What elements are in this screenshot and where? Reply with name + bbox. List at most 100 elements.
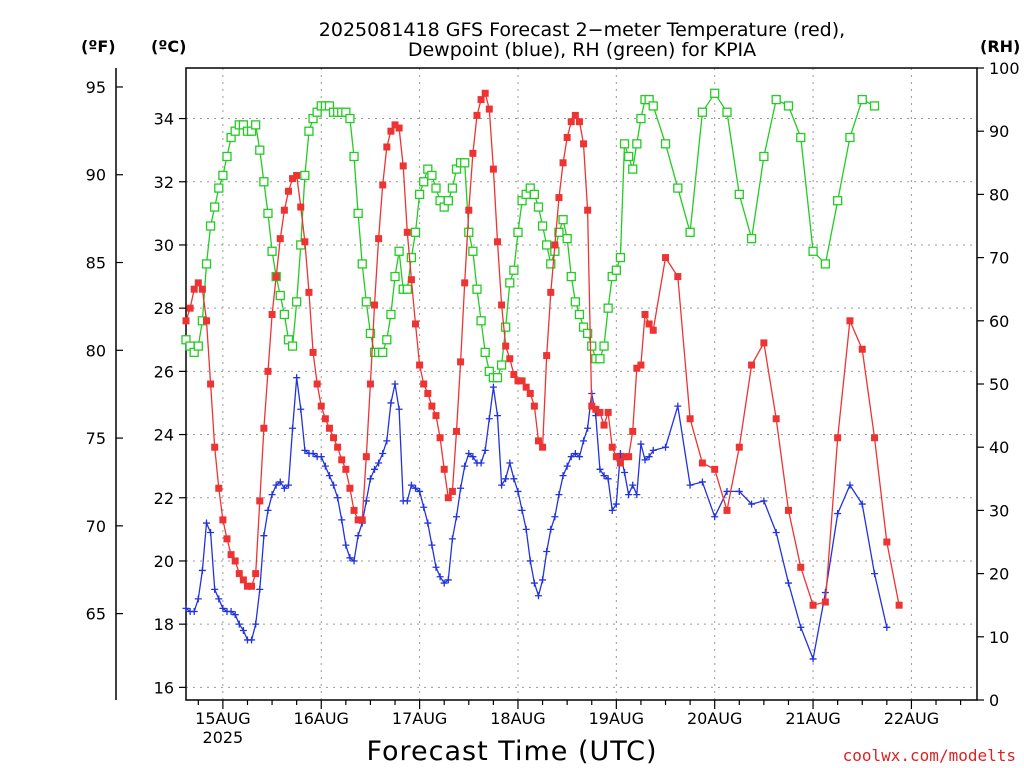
rh-point [292, 297, 302, 307]
temperature-point [416, 361, 424, 369]
dewpoint-point [252, 620, 260, 628]
temperature-point [252, 570, 260, 578]
dewpoint-point [366, 475, 374, 483]
dewpoint-point [493, 412, 501, 420]
dewpoint-point [547, 525, 555, 533]
dewpoint-point [350, 557, 358, 565]
dewpoint-point [633, 491, 641, 499]
dewpoint-point [506, 459, 514, 467]
dewpoint-point [342, 541, 350, 549]
temperature-point [371, 301, 379, 309]
dewpoint-point [604, 475, 612, 483]
temperature-point [231, 557, 239, 565]
dewpoint-point [625, 491, 633, 499]
dewpoint-point [526, 557, 534, 565]
x-tick-label: 16AUG [294, 709, 349, 728]
temperature-point [563, 134, 571, 142]
temperature-point [215, 484, 223, 492]
temperature-point [330, 434, 338, 442]
rh-point [205, 221, 216, 231]
temperature-point [280, 206, 288, 214]
x-tick-label: 17AUG [392, 709, 447, 728]
dewpoint-point [551, 513, 559, 521]
dewpoint-point [407, 481, 415, 489]
temperature-point [248, 582, 256, 590]
temperature-point [711, 465, 719, 473]
dewpoint-point [883, 623, 891, 631]
rh-point [615, 252, 626, 263]
temperature-point [784, 506, 792, 514]
rh-tick-label: 60 [989, 312, 1009, 331]
dewpoint-point [194, 595, 202, 603]
dewpoint-point [227, 608, 235, 616]
rh-point [574, 309, 585, 320]
temperature-point [272, 273, 280, 281]
rh-point [857, 94, 867, 105]
dewpoint-point [711, 513, 719, 521]
temperature-point [772, 415, 780, 423]
dewpoint-point [330, 481, 338, 489]
temperature-point [526, 389, 534, 397]
temperature-point [547, 288, 555, 296]
temperature-point [567, 118, 575, 126]
rh-point [587, 341, 597, 351]
temperature-point [235, 570, 243, 578]
temperature-point [821, 598, 829, 606]
temperature-point [633, 364, 641, 372]
temperature-point [313, 380, 321, 388]
temperature-point [510, 371, 518, 379]
rh-point [259, 177, 269, 187]
rh-point [492, 373, 503, 383]
temperature-point [321, 415, 329, 423]
rh-point [710, 88, 720, 98]
temperature-point [375, 235, 383, 243]
rh-point [468, 246, 478, 256]
rh-point [759, 151, 769, 162]
dewpoint-point [260, 532, 268, 540]
temperature-point [211, 443, 219, 451]
dewpoint-point [457, 484, 465, 492]
rh-tick-label: 70 [989, 249, 1009, 268]
temperature-point [477, 96, 485, 104]
celsius-tick-label: 20 [154, 552, 174, 571]
temperature-point [182, 317, 190, 325]
dewpoint-point [284, 481, 292, 489]
dewpoint-point [436, 573, 444, 581]
rh-point [619, 139, 630, 149]
rh-point [201, 259, 212, 269]
rh-point [464, 227, 474, 237]
temperature-point [325, 424, 333, 432]
dewpoint-point [190, 608, 198, 616]
rh-point [546, 259, 556, 269]
temperature-point [342, 465, 350, 473]
rh-point [542, 240, 552, 250]
rh-tick-label: 20 [989, 565, 1009, 584]
rh-point [263, 208, 273, 219]
rh-point [636, 113, 646, 124]
dewpoint-point [621, 468, 629, 476]
temperature-point [871, 434, 879, 442]
rh-point [496, 360, 507, 370]
dewpoint-point [354, 532, 362, 540]
rh-point [419, 177, 429, 187]
temperature-point [493, 238, 501, 246]
temperature-point [485, 105, 493, 113]
temperature-point [420, 380, 428, 388]
dewpoint-point [686, 481, 694, 489]
rh-point [267, 246, 277, 256]
temperature-point [698, 459, 706, 467]
dewpoint-point [772, 529, 780, 537]
rh-point [648, 101, 658, 111]
temperature-point [436, 434, 444, 442]
rh-point [394, 246, 404, 256]
temperature-point [219, 516, 227, 524]
dewpoint-point [297, 405, 305, 413]
temperature-point [260, 424, 268, 432]
rh-point [349, 151, 359, 162]
temperature-point [649, 326, 657, 334]
temperature-point [186, 304, 194, 312]
temperature-point [858, 345, 866, 353]
temperature-point [748, 361, 756, 369]
dewpoint-point [379, 450, 387, 458]
rh-point [472, 284, 482, 294]
